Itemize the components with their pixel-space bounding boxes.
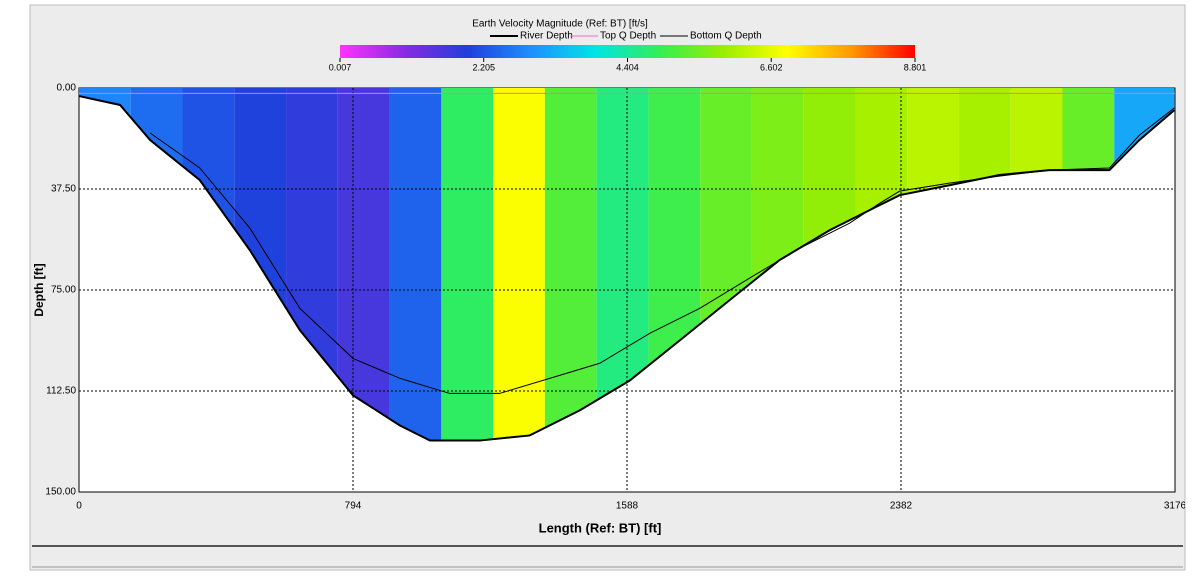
colorbar-tick-label: 4.404 — [616, 62, 639, 72]
chart-title: Earth Velocity Magnitude (Ref: BT) [ft/s… — [472, 19, 648, 30]
colorbar — [340, 45, 915, 58]
velocity-column — [389, 88, 442, 441]
depth-line — [78, 95, 1175, 442]
depth-line — [149, 107, 1175, 394]
colorbar-tick-label: 8.801 — [904, 62, 927, 72]
velocity-column — [441, 88, 494, 441]
y-axis-label: Depth [ft] — [32, 263, 46, 316]
colorbar-tick-label: 6.602 — [760, 62, 783, 72]
legend-label: Bottom Q Depth — [690, 31, 762, 42]
colorbar-tick-label: 2.205 — [472, 62, 495, 72]
colorbar-tick-label: 0.007 — [329, 62, 352, 72]
legend-label: River Depth — [520, 31, 573, 42]
x-tick-label: 794 — [345, 501, 362, 512]
y-tick-label: 37.50 — [51, 184, 76, 195]
y-tick-label: 0.00 — [57, 83, 77, 94]
x-tick-label: 0 — [76, 501, 82, 512]
velocity-column — [544, 88, 597, 441]
y-tick-label: 112.50 — [46, 386, 76, 397]
x-tick-label: 1588 — [616, 501, 639, 512]
legend-label: Top Q Depth — [600, 31, 656, 42]
x-tick-label: 3176 — [1164, 501, 1187, 512]
y-tick-label: 75.00 — [51, 285, 76, 296]
x-axis-label: Length (Ref: BT) [ft] — [539, 520, 662, 535]
y-tick-label: 150.00 — [45, 487, 76, 498]
velocity-column — [493, 88, 545, 441]
velocity-column — [337, 88, 390, 441]
x-tick-label: 2382 — [890, 501, 913, 512]
